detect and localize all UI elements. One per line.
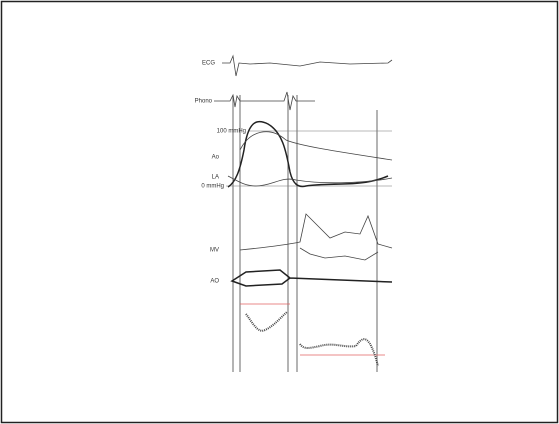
label: 0 mmHg [201, 184, 224, 190]
diagram: ECG Phono 100 mmHg Ao LA 0 mmHg MV AO [0, 0, 559, 424]
label: Phono [195, 99, 213, 105]
label: 100 mmHg [217, 129, 246, 135]
label: LA [212, 175, 219, 181]
label: MV [210, 248, 219, 254]
frame [2, 2, 558, 423]
label: ECG [202, 61, 215, 67]
label: AO [210, 279, 219, 285]
label: Ao [212, 155, 220, 161]
